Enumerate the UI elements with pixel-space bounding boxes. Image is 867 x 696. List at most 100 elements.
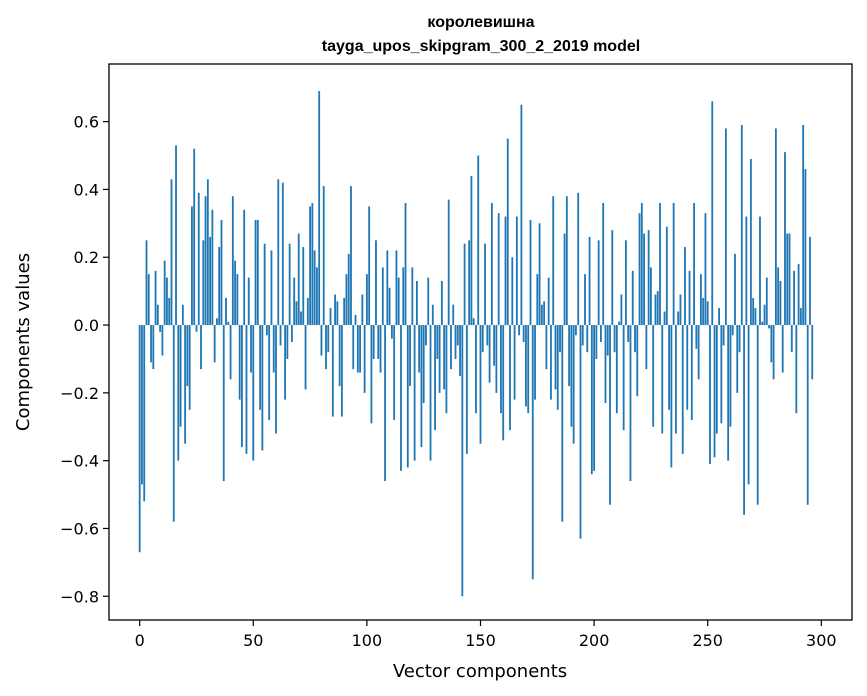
bar [356, 325, 359, 373]
bar [588, 236, 591, 326]
bar [334, 294, 336, 326]
bar [693, 203, 695, 326]
bar [677, 311, 680, 326]
bar [650, 267, 652, 326]
bar [790, 325, 793, 353]
bar [663, 311, 666, 326]
x-tick-label: 150 [465, 631, 496, 650]
bar [193, 148, 196, 326]
bar [493, 325, 496, 366]
bar [563, 233, 566, 326]
bar [502, 325, 505, 441]
bar [172, 325, 175, 522]
bar [297, 233, 300, 326]
bar [191, 206, 193, 326]
bar [141, 325, 143, 485]
bar [711, 101, 714, 326]
y-tick-label: 0.0 [74, 316, 99, 335]
chart-subtitle: tayga_upos_skipgram_300_2_2019 model [322, 38, 640, 55]
bar [615, 325, 618, 414]
bar [302, 247, 305, 326]
bar [170, 179, 173, 326]
bar [609, 325, 611, 505]
bar [245, 325, 248, 454]
bar [429, 325, 432, 461]
bar [479, 325, 482, 444]
bar [168, 297, 171, 326]
bar [629, 325, 632, 481]
y-tick-label: −0.2 [60, 384, 99, 403]
bar [602, 203, 605, 326]
bar [536, 274, 539, 326]
bar [256, 219, 259, 326]
bar [413, 325, 416, 461]
bar [770, 325, 773, 363]
bar [554, 325, 557, 390]
bar [509, 325, 511, 431]
bar [756, 325, 759, 505]
bar [425, 325, 427, 346]
plot-frame [108, 63, 853, 621]
y-tick-label: −0.4 [60, 452, 99, 471]
bar [804, 169, 807, 326]
bar [161, 325, 164, 356]
bar [668, 325, 670, 410]
bar [406, 325, 409, 468]
x-tick-label: 100 [352, 631, 383, 650]
bar [395, 250, 398, 326]
bar [802, 125, 805, 326]
bar [354, 314, 357, 326]
bar [561, 325, 564, 522]
bar [497, 213, 500, 326]
bar [634, 325, 636, 353]
bar [654, 294, 657, 326]
bar [238, 325, 241, 400]
bar [556, 325, 559, 410]
bar [543, 301, 546, 326]
bar [397, 277, 400, 326]
bar [300, 311, 302, 326]
bar [468, 240, 471, 326]
bar [352, 325, 355, 370]
bar [724, 128, 727, 326]
bar [688, 270, 691, 326]
bar [759, 216, 761, 326]
bar [270, 250, 273, 326]
bar [440, 280, 443, 326]
bar [409, 325, 411, 387]
bar [243, 209, 246, 326]
bar [250, 325, 252, 373]
bar [565, 196, 568, 326]
bar [736, 325, 739, 393]
bar [749, 158, 752, 326]
bar [206, 179, 209, 326]
bar [522, 325, 525, 342]
bar [568, 325, 571, 387]
bar [281, 182, 284, 326]
bar [393, 325, 396, 420]
bar [306, 297, 309, 326]
chart-title: королевишна [427, 14, 534, 31]
bar [752, 297, 755, 326]
bar [575, 325, 577, 336]
bar [372, 325, 375, 359]
bar [765, 277, 768, 326]
bar [643, 233, 646, 326]
bar [315, 267, 318, 326]
x-tick-label: 250 [692, 631, 723, 650]
bar [595, 325, 598, 359]
bar [347, 253, 350, 326]
bar [436, 325, 439, 359]
bar [343, 297, 346, 326]
bar [518, 325, 521, 336]
bar [186, 325, 189, 387]
bar [431, 304, 434, 326]
bar [145, 240, 148, 326]
bar [181, 304, 184, 326]
bar [793, 270, 795, 326]
bar [252, 325, 255, 461]
bar [259, 325, 262, 410]
bar [661, 325, 664, 434]
bar [559, 325, 561, 353]
bar [761, 321, 764, 326]
